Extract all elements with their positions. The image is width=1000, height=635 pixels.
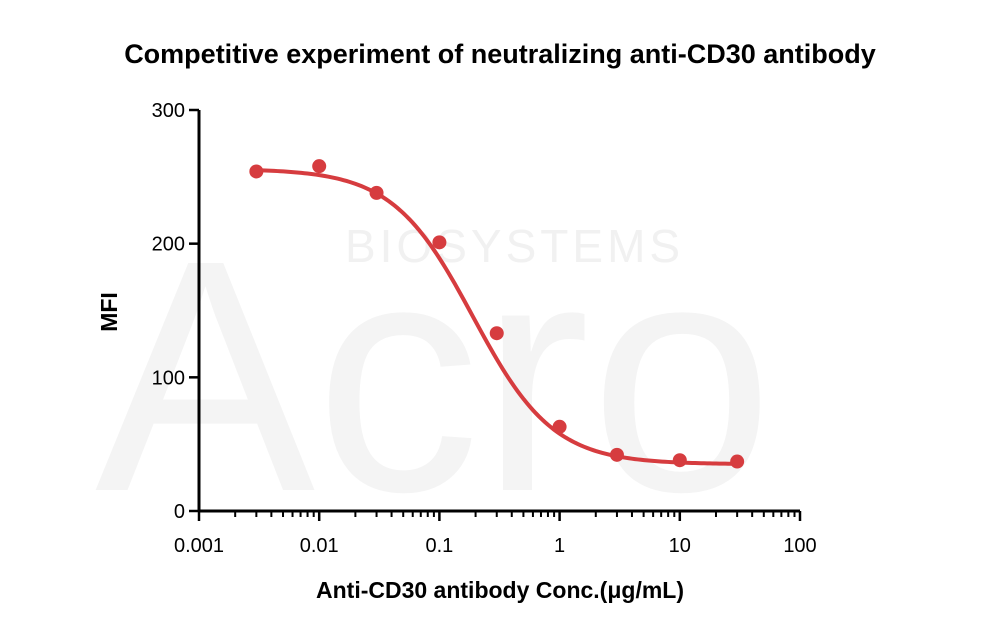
data-point	[369, 185, 384, 200]
data-point	[249, 164, 264, 179]
y-tick-label: 200	[152, 234, 185, 256]
y-axis-label: MFI	[96, 292, 122, 332]
y-tick-label: 100	[152, 367, 185, 389]
data-points	[249, 159, 745, 469]
plot-area: 0.001 0.01 0.1 1 10 100 0 100 200 300	[152, 100, 817, 557]
chart-title: Competitive experiment of neutralizing a…	[124, 39, 876, 69]
data-point	[730, 454, 745, 469]
x-tick-label: 0.001	[174, 535, 224, 557]
fit-curve	[254, 168, 740, 466]
watermark-subtitle: BIOSYSTEMS	[345, 220, 684, 272]
x-axis-label: Anti-CD30 antibody Conc.(μg/mL)	[316, 577, 684, 603]
data-point	[552, 419, 567, 434]
x-tick-label: 100	[783, 535, 816, 557]
data-point	[432, 235, 447, 250]
y-tick-label: 0	[174, 501, 185, 523]
x-tick-label: 0.1	[425, 535, 453, 557]
axis-ticks: 0.001 0.01 0.1 1 10 100 0 100 200 300	[152, 100, 817, 557]
data-point	[489, 326, 504, 341]
x-tick-label: 10	[669, 535, 691, 557]
x-tick-label: 0.01	[300, 535, 339, 557]
y-tick-label: 300	[152, 100, 185, 122]
x-tick-label: 1	[554, 535, 565, 557]
data-point	[672, 453, 687, 468]
data-point	[312, 159, 327, 174]
data-point	[609, 447, 624, 462]
